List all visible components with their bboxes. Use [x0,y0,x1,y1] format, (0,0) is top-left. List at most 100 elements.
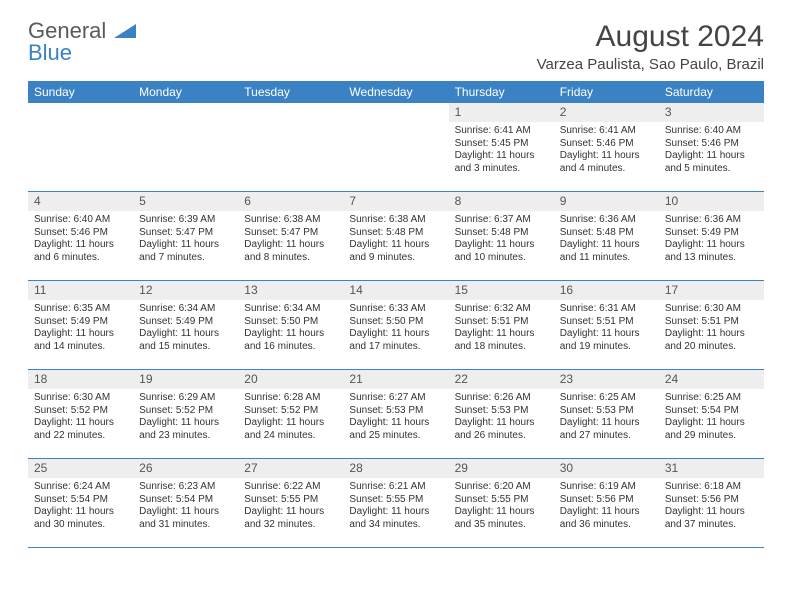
sunset-text: Sunset: 5:48 PM [560,227,653,240]
sunset-text: Sunset: 5:49 PM [34,316,127,329]
day-cell: 2Sunrise: 6:41 AMSunset: 5:46 PMDaylight… [554,103,659,191]
sunset-text: Sunset: 5:55 PM [455,494,548,507]
sunrise-text: Sunrise: 6:22 AM [244,481,337,494]
day-cell: 19Sunrise: 6:29 AMSunset: 5:52 PMDayligh… [133,370,238,458]
week-row: 1Sunrise: 6:41 AMSunset: 5:45 PMDaylight… [28,103,764,192]
sunrise-text: Sunrise: 6:34 AM [139,303,232,316]
day-cell: 21Sunrise: 6:27 AMSunset: 5:53 PMDayligh… [343,370,448,458]
day-number [133,103,238,107]
sunrise-text: Sunrise: 6:34 AM [244,303,337,316]
sunrise-text: Sunrise: 6:28 AM [244,392,337,405]
day-number: 10 [659,192,764,211]
day-cell: 10Sunrise: 6:36 AMSunset: 5:49 PMDayligh… [659,192,764,280]
sunset-text: Sunset: 5:55 PM [349,494,442,507]
day-cell [28,103,133,191]
title-block: August 2024 Varzea Paulista, Sao Paulo, … [537,20,764,73]
sunset-text: Sunset: 5:48 PM [349,227,442,240]
day-body: Sunrise: 6:30 AMSunset: 5:52 PMDaylight:… [28,389,133,446]
daylight-text: Daylight: 11 hours and 36 minutes. [560,506,653,531]
day-header-tuesday: Tuesday [238,81,343,103]
daylight-text: Daylight: 11 hours and 24 minutes. [244,417,337,442]
sunset-text: Sunset: 5:54 PM [665,405,758,418]
day-body: Sunrise: 6:33 AMSunset: 5:50 PMDaylight:… [343,300,448,357]
sunrise-text: Sunrise: 6:41 AM [560,125,653,138]
day-number: 8 [449,192,554,211]
logo-triangle-icon [114,22,136,38]
day-number: 9 [554,192,659,211]
day-cell: 25Sunrise: 6:24 AMSunset: 5:54 PMDayligh… [28,459,133,547]
sunrise-text: Sunrise: 6:37 AM [455,214,548,227]
daylight-text: Daylight: 11 hours and 20 minutes. [665,328,758,353]
sunrise-text: Sunrise: 6:23 AM [139,481,232,494]
day-body: Sunrise: 6:32 AMSunset: 5:51 PMDaylight:… [449,300,554,357]
day-body: Sunrise: 6:26 AMSunset: 5:53 PMDaylight:… [449,389,554,446]
sunrise-text: Sunrise: 6:31 AM [560,303,653,316]
day-body: Sunrise: 6:37 AMSunset: 5:48 PMDaylight:… [449,211,554,268]
logo-word2: Blue [28,40,72,65]
day-cell: 16Sunrise: 6:31 AMSunset: 5:51 PMDayligh… [554,281,659,369]
day-number: 17 [659,281,764,300]
day-number: 28 [343,459,448,478]
day-body: Sunrise: 6:40 AMSunset: 5:46 PMDaylight:… [659,122,764,179]
sunset-text: Sunset: 5:52 PM [244,405,337,418]
daylight-text: Daylight: 11 hours and 9 minutes. [349,239,442,264]
sunset-text: Sunset: 5:56 PM [665,494,758,507]
day-cell: 9Sunrise: 6:36 AMSunset: 5:48 PMDaylight… [554,192,659,280]
day-cell: 27Sunrise: 6:22 AMSunset: 5:55 PMDayligh… [238,459,343,547]
daylight-text: Daylight: 11 hours and 17 minutes. [349,328,442,353]
day-number: 11 [28,281,133,300]
day-header-thursday: Thursday [449,81,554,103]
daylight-text: Daylight: 11 hours and 8 minutes. [244,239,337,264]
day-number: 15 [449,281,554,300]
daylight-text: Daylight: 11 hours and 34 minutes. [349,506,442,531]
day-header-row: Sunday Monday Tuesday Wednesday Thursday… [28,81,764,103]
week-row: 18Sunrise: 6:30 AMSunset: 5:52 PMDayligh… [28,370,764,459]
day-header-monday: Monday [133,81,238,103]
day-body: Sunrise: 6:18 AMSunset: 5:56 PMDaylight:… [659,478,764,535]
day-number [238,103,343,107]
sunset-text: Sunset: 5:47 PM [244,227,337,240]
sunset-text: Sunset: 5:51 PM [560,316,653,329]
day-cell: 6Sunrise: 6:38 AMSunset: 5:47 PMDaylight… [238,192,343,280]
sunset-text: Sunset: 5:45 PM [455,138,548,151]
day-number: 7 [343,192,448,211]
sunrise-text: Sunrise: 6:25 AM [560,392,653,405]
day-cell: 4Sunrise: 6:40 AMSunset: 5:46 PMDaylight… [28,192,133,280]
sunrise-text: Sunrise: 6:38 AM [349,214,442,227]
sunset-text: Sunset: 5:47 PM [139,227,232,240]
day-body: Sunrise: 6:19 AMSunset: 5:56 PMDaylight:… [554,478,659,535]
day-number: 6 [238,192,343,211]
daylight-text: Daylight: 11 hours and 10 minutes. [455,239,548,264]
day-body: Sunrise: 6:34 AMSunset: 5:49 PMDaylight:… [133,300,238,357]
daylight-text: Daylight: 11 hours and 30 minutes. [34,506,127,531]
sunset-text: Sunset: 5:55 PM [244,494,337,507]
day-body: Sunrise: 6:34 AMSunset: 5:50 PMDaylight:… [238,300,343,357]
day-number: 13 [238,281,343,300]
weeks-container: 1Sunrise: 6:41 AMSunset: 5:45 PMDaylight… [28,103,764,548]
daylight-text: Daylight: 11 hours and 15 minutes. [139,328,232,353]
day-body: Sunrise: 6:41 AMSunset: 5:46 PMDaylight:… [554,122,659,179]
daylight-text: Daylight: 11 hours and 27 minutes. [560,417,653,442]
day-cell: 29Sunrise: 6:20 AMSunset: 5:55 PMDayligh… [449,459,554,547]
day-body: Sunrise: 6:36 AMSunset: 5:49 PMDaylight:… [659,211,764,268]
daylight-text: Daylight: 11 hours and 23 minutes. [139,417,232,442]
day-body: Sunrise: 6:30 AMSunset: 5:51 PMDaylight:… [659,300,764,357]
daylight-text: Daylight: 11 hours and 18 minutes. [455,328,548,353]
sunset-text: Sunset: 5:50 PM [244,316,337,329]
daylight-text: Daylight: 11 hours and 13 minutes. [665,239,758,264]
day-body: Sunrise: 6:23 AMSunset: 5:54 PMDaylight:… [133,478,238,535]
calendar: Sunday Monday Tuesday Wednesday Thursday… [28,81,764,548]
calendar-page: General Blue August 2024 Varzea Paulista… [0,0,792,564]
day-cell: 18Sunrise: 6:30 AMSunset: 5:52 PMDayligh… [28,370,133,458]
sunrise-text: Sunrise: 6:30 AM [665,303,758,316]
day-cell [133,103,238,191]
day-body: Sunrise: 6:22 AMSunset: 5:55 PMDaylight:… [238,478,343,535]
sunrise-text: Sunrise: 6:32 AM [455,303,548,316]
sunrise-text: Sunrise: 6:35 AM [34,303,127,316]
day-number: 30 [554,459,659,478]
sunset-text: Sunset: 5:52 PM [139,405,232,418]
sunset-text: Sunset: 5:46 PM [560,138,653,151]
day-cell: 28Sunrise: 6:21 AMSunset: 5:55 PMDayligh… [343,459,448,547]
day-body: Sunrise: 6:38 AMSunset: 5:48 PMDaylight:… [343,211,448,268]
sunset-text: Sunset: 5:50 PM [349,316,442,329]
